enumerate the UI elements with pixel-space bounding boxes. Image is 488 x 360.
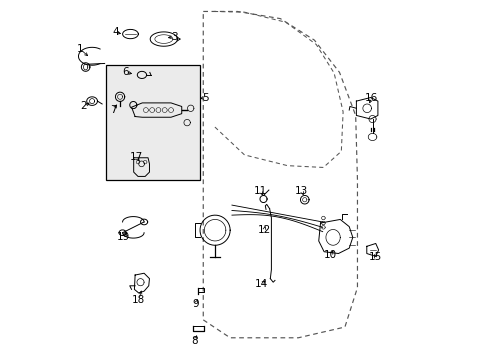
Text: 19: 19 (117, 232, 130, 242)
Text: 14: 14 (255, 279, 268, 289)
Text: 18: 18 (132, 295, 145, 305)
Text: 6: 6 (122, 67, 128, 77)
Text: 15: 15 (368, 252, 381, 262)
Text: 7: 7 (110, 105, 117, 115)
Text: 16: 16 (365, 93, 378, 103)
Text: 17: 17 (129, 152, 142, 162)
Bar (106, 65, 199, 180)
Text: 8: 8 (191, 336, 198, 346)
Text: 4: 4 (112, 27, 119, 37)
Text: 2: 2 (81, 102, 87, 112)
Text: 10: 10 (324, 250, 336, 260)
Text: 9: 9 (192, 299, 199, 309)
Text: 12: 12 (257, 225, 270, 235)
Text: 13: 13 (295, 186, 308, 197)
Text: 1: 1 (77, 44, 83, 54)
Text: 3: 3 (171, 32, 178, 41)
Text: 5: 5 (202, 93, 208, 103)
Text: 11: 11 (253, 186, 267, 197)
